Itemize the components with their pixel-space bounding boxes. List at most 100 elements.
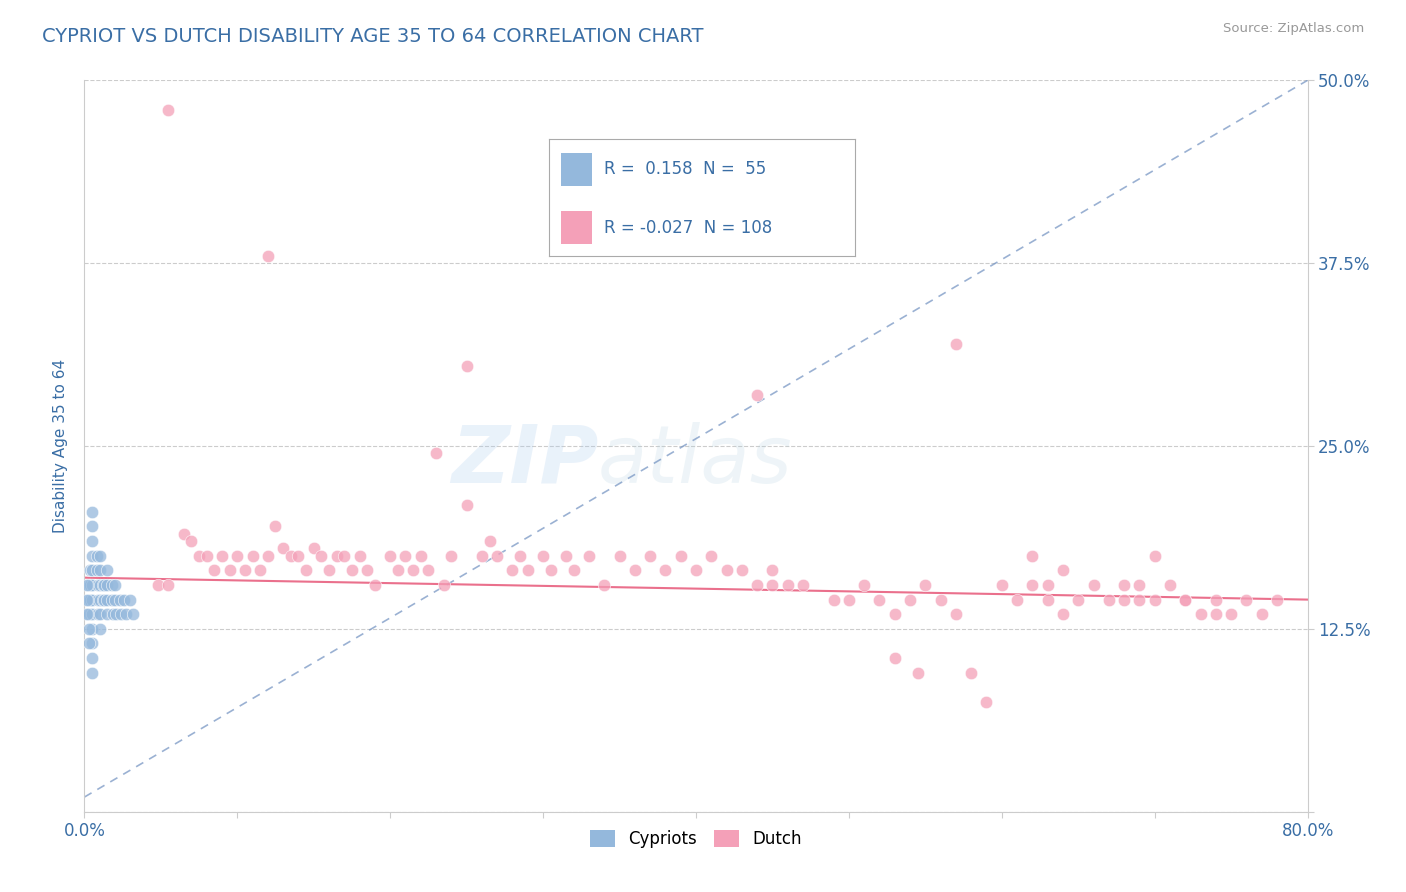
Point	[311, 549, 333, 563]
Point	[242, 549, 264, 563]
Point	[91, 592, 114, 607]
Point	[1114, 578, 1136, 592]
Text: ZIP: ZIP	[451, 422, 598, 500]
Text: Source: ZipAtlas.com: Source: ZipAtlas.com	[1223, 22, 1364, 36]
Point	[1250, 607, 1272, 622]
Point	[80, 592, 103, 607]
Point	[1098, 592, 1121, 607]
Point	[883, 651, 905, 665]
Point	[157, 103, 180, 117]
Point	[80, 563, 103, 577]
Point	[1021, 549, 1043, 563]
Point	[114, 607, 136, 622]
Point	[89, 563, 111, 577]
Point	[402, 563, 425, 577]
Point	[79, 563, 101, 577]
Point	[211, 549, 233, 563]
Point	[380, 549, 402, 563]
Point	[77, 578, 100, 592]
Point	[87, 578, 110, 592]
Point	[654, 563, 676, 577]
Point	[409, 549, 432, 563]
Point	[80, 519, 103, 533]
Point	[77, 622, 100, 636]
Point	[945, 607, 967, 622]
Point	[540, 563, 562, 577]
Point	[1083, 578, 1105, 592]
Point	[418, 563, 440, 577]
Point	[364, 578, 387, 592]
Point	[914, 578, 936, 592]
Point	[1159, 578, 1181, 592]
Point	[110, 607, 132, 622]
Point	[104, 592, 127, 607]
Point	[89, 607, 111, 622]
Point	[257, 549, 280, 563]
Point	[80, 636, 103, 650]
Point	[1236, 592, 1258, 607]
Point	[80, 505, 103, 519]
Point	[960, 665, 983, 680]
Point	[929, 592, 952, 607]
Point	[264, 519, 287, 533]
Point	[1021, 578, 1043, 592]
Text: CYPRIOT VS DUTCH DISABILITY AGE 35 TO 64 CORRELATION CHART: CYPRIOT VS DUTCH DISABILITY AGE 35 TO 64…	[42, 27, 703, 45]
Point	[96, 592, 118, 607]
Point	[1052, 607, 1074, 622]
Point	[89, 622, 111, 636]
Point	[1052, 563, 1074, 577]
Point	[318, 563, 340, 577]
Point	[478, 534, 501, 549]
Point	[146, 578, 169, 592]
Point	[761, 578, 783, 592]
Point	[1205, 607, 1227, 622]
Point	[93, 592, 115, 607]
Point	[218, 563, 240, 577]
Point	[716, 563, 738, 577]
Point	[122, 607, 145, 622]
Point	[86, 549, 108, 563]
Point	[1005, 592, 1028, 607]
Point	[471, 549, 494, 563]
Point	[80, 549, 103, 563]
Point	[87, 607, 110, 622]
Point	[425, 446, 447, 460]
Point	[578, 549, 600, 563]
Point	[792, 578, 814, 592]
Point	[516, 563, 538, 577]
Point	[976, 695, 998, 709]
Point	[280, 549, 302, 563]
Point	[440, 549, 463, 563]
Point	[76, 592, 98, 607]
Point	[233, 563, 256, 577]
Point	[173, 526, 195, 541]
Point	[1189, 607, 1212, 622]
Point	[104, 578, 127, 592]
Text: atlas: atlas	[598, 422, 793, 500]
Y-axis label: Disability Age 35 to 64: Disability Age 35 to 64	[53, 359, 69, 533]
Point	[302, 541, 325, 556]
Point	[747, 388, 769, 402]
Point	[349, 549, 371, 563]
Point	[456, 498, 478, 512]
Point	[1036, 578, 1059, 592]
Point	[195, 549, 218, 563]
Point	[883, 607, 905, 622]
Point	[776, 578, 799, 592]
Point	[1036, 592, 1059, 607]
Point	[907, 665, 929, 680]
Point	[531, 549, 554, 563]
Point	[838, 592, 860, 607]
Point	[101, 592, 124, 607]
Point	[226, 549, 249, 563]
Point	[898, 592, 921, 607]
Point	[80, 607, 103, 622]
Point	[1114, 592, 1136, 607]
Point	[287, 549, 309, 563]
Point	[502, 563, 524, 577]
Point	[295, 563, 318, 577]
Point	[562, 563, 585, 577]
Point	[356, 563, 378, 577]
Point	[77, 607, 100, 622]
Point	[79, 578, 101, 592]
